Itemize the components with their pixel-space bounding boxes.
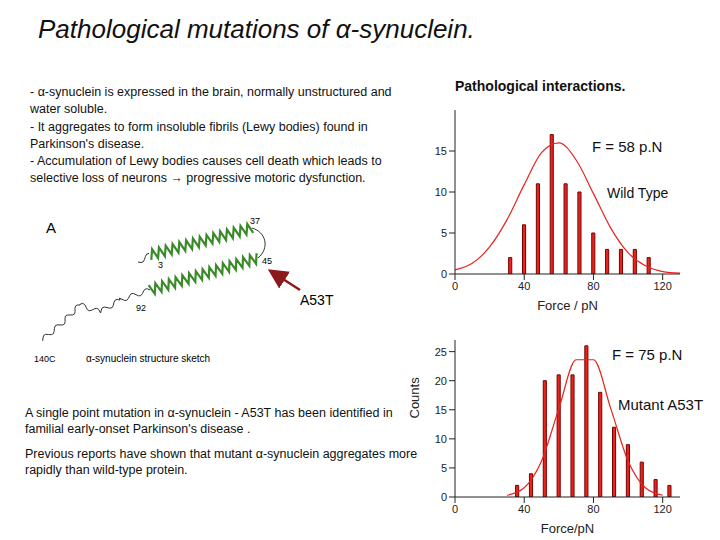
svg-text:α-synuclein structure sketch: α-synuclein structure sketch (86, 353, 210, 364)
svg-text:40: 40 (518, 503, 530, 515)
html-text:- It aggregates to form insolu: - It aggregates to form insoluble fibril… (30, 119, 368, 151)
svg-text:0: 0 (452, 280, 458, 292)
svg-text:120: 120 (654, 503, 672, 515)
svg-text:15: 15 (435, 404, 447, 416)
svg-text:0: 0 (441, 268, 447, 280)
svg-text:80: 80 (587, 280, 599, 292)
html-text:F = 58 p.N: F = 58 p.N (592, 138, 663, 155)
svg-text:Counts: Counts (407, 377, 422, 419)
svg-text:Force / pN: Force / pN (537, 298, 598, 313)
html-text:Wild Type: Wild Type (607, 185, 669, 201)
svg-text:45: 45 (262, 256, 272, 266)
svg-text:92: 92 (136, 303, 146, 313)
svg-text:0: 0 (441, 491, 447, 503)
svg-text:37: 37 (250, 216, 260, 226)
svg-text:80: 80 (587, 503, 599, 515)
html-text:A single point mutation in α-s: A single point mutation in α-synuclein -… (25, 406, 393, 437)
svg-text:20: 20 (435, 375, 447, 387)
html-text:Pathological mutations of α-sy: Pathological mutations of α-synuclein. (38, 14, 475, 44)
html-text:- α-synuclein is expressed in: - α-synuclein is expressed in the brain,… (30, 85, 392, 117)
svg-text:A53T: A53T (300, 292, 334, 308)
svg-text:140C: 140C (34, 354, 56, 364)
svg-text:15: 15 (435, 145, 447, 157)
svg-text:3: 3 (158, 260, 163, 270)
svg-text:A: A (46, 219, 56, 236)
svg-text:Force/pN: Force/pN (541, 521, 594, 536)
svg-text:10: 10 (435, 433, 447, 445)
html-text:Mutant A53T: Mutant A53T (618, 396, 704, 413)
svg-text:10: 10 (435, 186, 447, 198)
svg-text:40: 40 (518, 280, 530, 292)
html-text:Previous reports have shown th: Previous reports have shown that mutant … (25, 446, 418, 477)
html-text:F = 75 p.N: F = 75 p.N (612, 346, 683, 363)
svg-text:0: 0 (452, 503, 458, 515)
html-text:Pathological interactions.: Pathological interactions. (455, 78, 626, 94)
svg-text:5: 5 (441, 462, 447, 474)
svg-text:120: 120 (654, 280, 672, 292)
svg-text:5: 5 (441, 227, 447, 239)
html-text:- Accumulation of Lewy bodies: - Accumulation of Lewy bodies causes cel… (30, 154, 382, 186)
svg-text:25: 25 (435, 346, 447, 358)
